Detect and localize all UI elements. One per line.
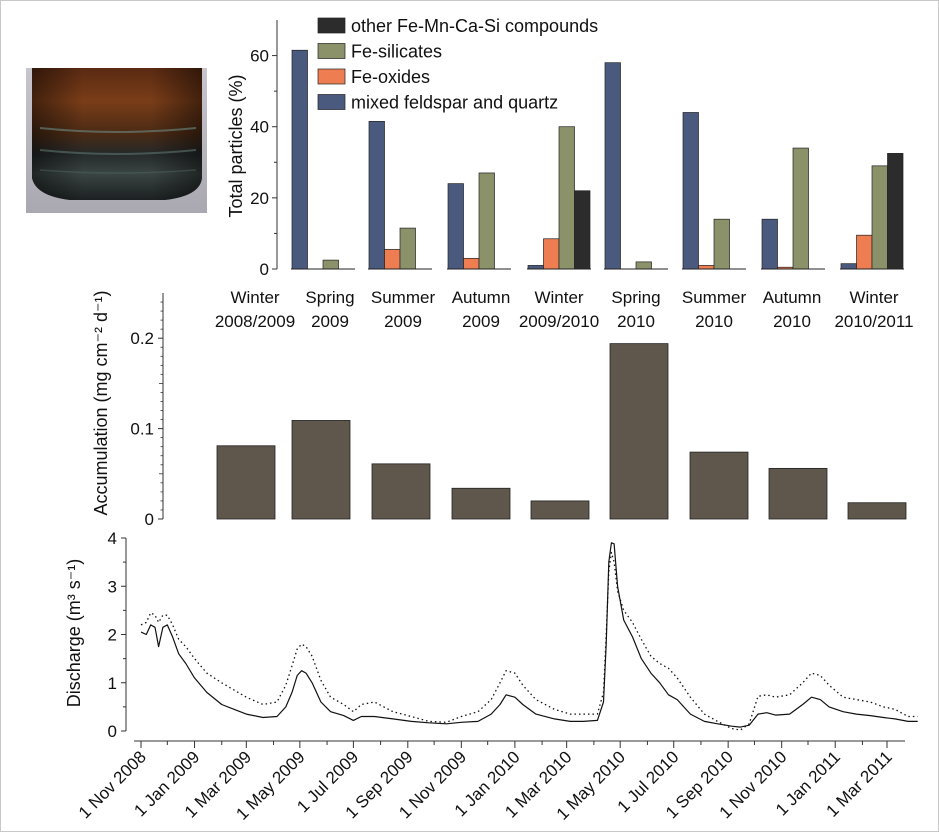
season-label: Autumn 2009 bbox=[452, 288, 511, 331]
y-tick-label: 0 bbox=[260, 260, 269, 279]
y-tick-label: 0.2 bbox=[130, 329, 154, 348]
discharge-line-dotted bbox=[140, 551, 918, 731]
bar-fe-silicates bbox=[322, 259, 339, 270]
y-tick-label: 40 bbox=[250, 118, 269, 137]
accumulation-bar bbox=[371, 463, 431, 520]
season-year: 2009 bbox=[311, 312, 349, 331]
legend-label: Fe-silicates bbox=[351, 42, 442, 62]
discharge-line-solid bbox=[140, 542, 918, 728]
legend-swatch bbox=[317, 43, 346, 59]
sediment-core-photo bbox=[26, 68, 207, 213]
accumulation-bar bbox=[689, 451, 749, 520]
bar-mixed-feldspar-and-quartz bbox=[840, 263, 857, 270]
y-tick-label: 2 bbox=[108, 626, 117, 645]
accumulation-bar bbox=[216, 445, 276, 520]
season-label: Autumn 2010 bbox=[763, 288, 822, 331]
season-name: Summer bbox=[371, 288, 436, 307]
y-tick-label: 4 bbox=[108, 529, 117, 548]
bar-mixed-feldspar-and-quartz bbox=[291, 49, 308, 270]
season-year: 2010 bbox=[695, 312, 733, 331]
season-label: Summer 2009 bbox=[371, 288, 436, 331]
legend-swatch bbox=[317, 68, 346, 85]
legend-swatch bbox=[317, 17, 346, 34]
legend-label: Fe-oxides bbox=[351, 67, 430, 87]
season-label: Winter 2009/2010 bbox=[519, 288, 599, 331]
y-tick-label: 0 bbox=[145, 510, 154, 529]
season-name: Winter bbox=[534, 288, 583, 307]
season-label: Spring 2010 bbox=[611, 288, 660, 331]
season-year: 2009/2010 bbox=[519, 312, 599, 331]
y-tick-label: 0.1 bbox=[130, 420, 154, 439]
season-year: 2010 bbox=[617, 312, 655, 331]
season-name: Autumn bbox=[763, 288, 822, 307]
bar-fe-silicates bbox=[635, 261, 652, 270]
bar-fe-silicates bbox=[478, 172, 495, 270]
y-axis-label: Accumulation (mg cm⁻² d⁻¹) bbox=[91, 290, 111, 515]
season-label: Spring 2009 bbox=[305, 288, 354, 331]
season-name: Spring bbox=[611, 288, 660, 307]
y-tick-label: 20 bbox=[250, 189, 269, 208]
season-name: Summer bbox=[682, 288, 747, 307]
y-axis-label: Total particles (%) bbox=[226, 74, 246, 217]
bar-mixed-feldspar-and-quartz bbox=[447, 183, 464, 270]
y-axis-label: Discharge (m³ s⁻¹) bbox=[64, 559, 84, 708]
season-name: Autumn bbox=[452, 288, 511, 307]
bar-fe-oxides bbox=[384, 249, 401, 270]
y-tick-label: 60 bbox=[250, 47, 269, 66]
bar-other-fe-mn-ca-si-compounds bbox=[887, 153, 904, 270]
legend-label: mixed feldspar and quartz bbox=[351, 93, 558, 113]
season-year: 2008/2009 bbox=[215, 312, 295, 331]
y-tick-label: 1 bbox=[108, 674, 117, 693]
season-label: Winter 2008/2009 bbox=[215, 288, 295, 331]
bar-fe-oxides bbox=[698, 265, 715, 270]
bar-other-fe-mn-ca-si-compounds bbox=[574, 190, 591, 270]
bar-mixed-feldspar-and-quartz bbox=[761, 218, 778, 270]
season-label: Summer 2010 bbox=[682, 288, 747, 331]
season-year: 2009 bbox=[462, 312, 500, 331]
season-year: 2009 bbox=[384, 312, 422, 331]
bar-mixed-feldspar-and-quartz bbox=[368, 121, 385, 270]
season-name: Winter bbox=[849, 288, 898, 307]
season-name: Winter bbox=[230, 288, 279, 307]
bar-fe-silicates bbox=[713, 218, 730, 270]
accumulation-bar bbox=[847, 502, 907, 520]
legend-label: other Fe-Mn-Ca-Si compounds bbox=[351, 16, 598, 36]
bar-mixed-feldspar-and-quartz bbox=[527, 265, 544, 270]
accumulation-bar bbox=[291, 420, 351, 520]
bar-mixed-feldspar-and-quartz bbox=[682, 112, 699, 270]
legend-swatch bbox=[317, 94, 346, 110]
bar-fe-oxides bbox=[543, 238, 560, 270]
bar-fe-silicates bbox=[399, 227, 416, 270]
season-label: Winter 2010/2011 bbox=[834, 288, 913, 331]
bar-fe-oxides bbox=[463, 257, 480, 270]
y-tick-label: 3 bbox=[108, 577, 117, 596]
bar-fe-silicates bbox=[871, 165, 888, 270]
accumulation-bar bbox=[609, 343, 669, 520]
bar-fe-silicates bbox=[558, 126, 575, 270]
accumulation-bar bbox=[451, 487, 511, 520]
accumulation-bar bbox=[768, 467, 828, 520]
bar-fe-oxides bbox=[856, 234, 873, 270]
season-year: 2010/2011 bbox=[834, 312, 913, 331]
bar-mixed-feldspar-and-quartz bbox=[604, 62, 621, 270]
season-year: 2010 bbox=[773, 312, 811, 331]
y-tick-label: 0 bbox=[108, 722, 117, 741]
accumulation-bar-chart: 0 0.1 0.2 Accumulation (mg cm⁻² d⁻¹) bbox=[91, 290, 907, 529]
bar-fe-silicates bbox=[792, 147, 809, 270]
season-name: Spring bbox=[305, 288, 354, 307]
accumulation-bar bbox=[530, 500, 590, 520]
